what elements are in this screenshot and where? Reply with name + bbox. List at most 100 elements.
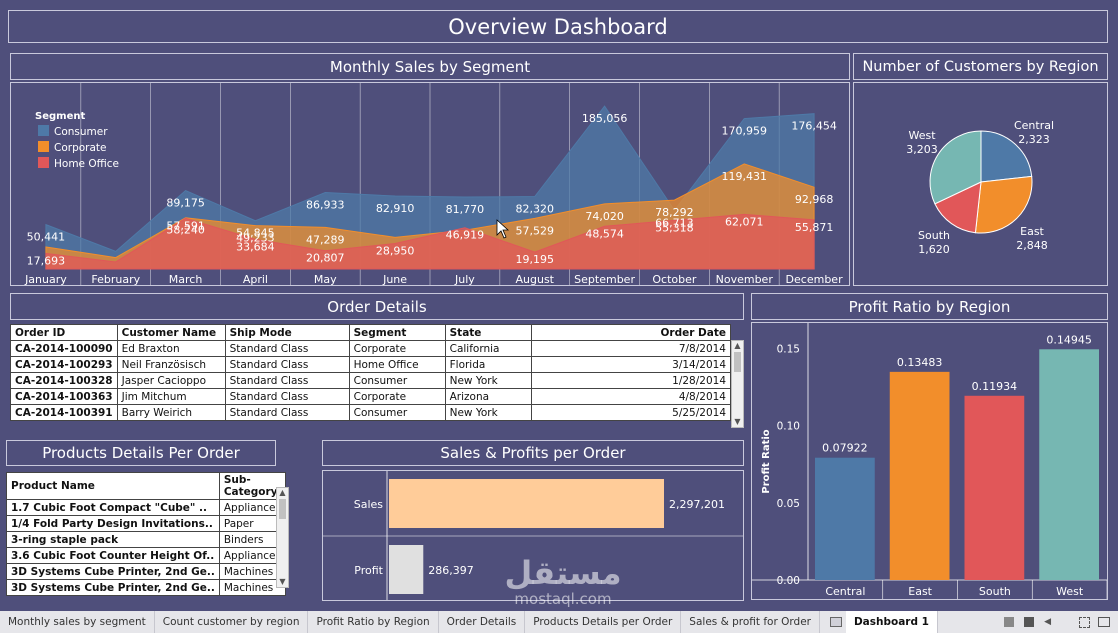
table-cell[interactable]: Neil Französisch bbox=[116, 356, 226, 373]
table-cell[interactable]: Florida bbox=[444, 356, 532, 373]
pie-label-name: South bbox=[918, 229, 950, 242]
single-view-icon[interactable] bbox=[1024, 617, 1035, 627]
table-cell[interactable]: 7/8/2014 bbox=[530, 340, 732, 357]
column-header[interactable]: Product Name bbox=[6, 472, 220, 500]
table-cell[interactable]: 3.6 Cubic Foot Counter Height Of.. bbox=[6, 547, 220, 564]
monthly-sales-chart: 50,441 89,175 54,845 86,933 82,910 81,770 82,3… bbox=[24, 83, 843, 285]
grid-view-icon[interactable] bbox=[1004, 617, 1015, 627]
column-header[interactable]: Segment bbox=[348, 324, 446, 341]
table-cell[interactable]: Binders bbox=[218, 531, 286, 548]
bar-value-label: 0.13483 bbox=[897, 356, 943, 369]
scroll-thumb[interactable] bbox=[734, 352, 741, 372]
column-header[interactable]: Order ID bbox=[10, 324, 118, 341]
area-series-home-office bbox=[45, 213, 815, 270]
table-cell[interactable]: Jasper Cacioppo bbox=[116, 372, 226, 389]
table-cell[interactable]: Corporate bbox=[348, 388, 446, 405]
table-cell[interactable]: 3D Systems Cube Printer, 2nd Ge.. bbox=[6, 579, 220, 596]
data-label: 62,071 bbox=[725, 215, 764, 228]
table-cell[interactable]: Standard Class bbox=[224, 388, 350, 405]
table-cell[interactable]: Consumer bbox=[348, 372, 446, 389]
table-cell[interactable]: Corporate bbox=[348, 340, 446, 357]
table-cell[interactable]: CA-2014-100090 bbox=[10, 340, 118, 357]
fullscreen-icon[interactable] bbox=[1079, 616, 1090, 628]
tab-customer-region[interactable]: Count customer by region bbox=[155, 611, 309, 633]
scroll-thumb[interactable] bbox=[279, 499, 286, 519]
table-row[interactable]: CA-2014-100293 Neil Französisch Standard C… bbox=[10, 356, 732, 373]
table-row[interactable]: CA-2014-100090 Ed Braxton Standard Class Co… bbox=[10, 340, 732, 357]
table-cell[interactable]: Jim Mitchum bbox=[116, 388, 226, 405]
scroll-down-icon[interactable]: ▼ bbox=[734, 417, 741, 426]
table-cell[interactable]: Standard Class bbox=[224, 372, 350, 389]
order-details-table[interactable]: Order ID Customer Name Ship Mode Segment… bbox=[10, 324, 732, 421]
scroll-up-icon[interactable]: ▲ bbox=[734, 341, 741, 350]
column-header[interactable]: Customer Name bbox=[116, 324, 226, 341]
table-cell[interactable]: CA-2014-100293 bbox=[10, 356, 118, 373]
table-cell[interactable]: CA-2014-100363 bbox=[10, 388, 118, 405]
table-row[interactable]: 3D Systems Cube Printer, 2nd Ge.. Machine… bbox=[6, 579, 286, 596]
table-cell[interactable]: Standard Class bbox=[224, 356, 350, 373]
table-cell[interactable]: 1/4 Fold Party Design Invitations.. bbox=[6, 515, 220, 532]
data-label: 54,845 bbox=[236, 227, 275, 240]
bar-value-label: 0.11934 bbox=[972, 380, 1018, 393]
tab-products-details[interactable]: Products Details per Order bbox=[525, 611, 682, 633]
table-row[interactable]: 3.6 Cubic Foot Counter Height Of.. Applia… bbox=[6, 547, 286, 564]
tab-sales-profit[interactable]: Sales & profit for Order bbox=[681, 611, 820, 633]
products-details-table[interactable]: Product Name Sub-Category 1.7 Cubic Foot… bbox=[6, 472, 286, 596]
table-cell[interactable]: CA-2014-100328 bbox=[10, 372, 118, 389]
table-row[interactable]: 1.7 Cubic Foot Compact "Cube" .. Applianc… bbox=[6, 499, 286, 516]
y-tick-label: 0.00 bbox=[777, 575, 800, 587]
tab-profit-ratio[interactable]: Profit Ratio by Region bbox=[308, 611, 439, 633]
presentation-icon[interactable] bbox=[1098, 617, 1110, 627]
column-header[interactable]: Sub-Category bbox=[218, 472, 286, 500]
table-cell[interactable]: Paper bbox=[218, 515, 286, 532]
column-header[interactable]: Order Date bbox=[530, 324, 732, 341]
bar-east bbox=[889, 371, 950, 580]
tab-dashboard[interactable]: Dashboard 1 bbox=[845, 611, 938, 633]
table-cell[interactable]: Machines bbox=[218, 579, 286, 596]
scroll-down-icon[interactable]: ▼ bbox=[279, 577, 286, 586]
table-cell[interactable]: Standard Class bbox=[224, 404, 350, 421]
table-row[interactable]: CA-2014-100363 Jim Mitchum Standard Class C… bbox=[10, 388, 732, 405]
tab-order-details[interactable]: Order Details bbox=[439, 611, 526, 633]
tab-monthly-sales[interactable]: Monthly sales by segment bbox=[0, 611, 155, 633]
table-cell[interactable]: California bbox=[444, 340, 532, 357]
data-label: 49,233 bbox=[236, 232, 275, 245]
table-row[interactable]: 3D Systems Cube Printer, 2nd Ge.. Machine… bbox=[6, 563, 286, 580]
table-cell[interactable]: 3/14/2014 bbox=[530, 356, 732, 373]
table-cell[interactable]: 4/8/2014 bbox=[530, 388, 732, 405]
table-cell[interactable]: 1.7 Cubic Foot Compact "Cube" .. bbox=[6, 499, 220, 516]
table-cell[interactable]: Appliances bbox=[218, 547, 286, 564]
products-table-scrollbar[interactable]: ▲ ▼ bbox=[276, 487, 289, 588]
prev-sheet-icon[interactable]: ◀ bbox=[1044, 617, 1051, 627]
table-cell[interactable]: 5/25/2014 bbox=[530, 404, 732, 421]
table-cell[interactable]: Arizona bbox=[444, 388, 532, 405]
column-header[interactable]: Ship Mode bbox=[224, 324, 350, 341]
data-label: 170,959 bbox=[722, 125, 768, 138]
column-header[interactable]: State bbox=[444, 324, 532, 341]
table-cell[interactable]: CA-2014-100391 bbox=[10, 404, 118, 421]
data-label: 57,529 bbox=[516, 224, 555, 237]
watermark: مستقل mostaql.com bbox=[488, 555, 638, 613]
dashboard-icon bbox=[829, 617, 842, 627]
table-cell[interactable]: 3D Systems Cube Printer, 2nd Ge.. bbox=[6, 563, 220, 580]
table-cell[interactable]: Standard Class bbox=[224, 340, 350, 357]
table-cell[interactable]: Barry Weirich bbox=[116, 404, 226, 421]
scroll-up-icon[interactable]: ▲ bbox=[279, 488, 286, 497]
table-cell[interactable]: Home Office bbox=[348, 356, 446, 373]
monthly-sales-title: Monthly Sales by Segment bbox=[329, 57, 531, 76]
table-cell[interactable]: 1/28/2014 bbox=[530, 372, 732, 389]
table-cell[interactable]: New York bbox=[444, 404, 532, 421]
table-row[interactable]: 3-ring staple pack Binders bbox=[6, 531, 286, 548]
order-table-scrollbar[interactable]: ▲ ▼ bbox=[731, 340, 744, 428]
data-label: 92,968 bbox=[795, 193, 834, 206]
table-row[interactable]: 1/4 Fold Party Design Invitations.. Paper bbox=[6, 515, 286, 532]
table-cell[interactable]: 3-ring staple pack bbox=[6, 531, 220, 548]
table-cell[interactable]: Machines bbox=[218, 563, 286, 580]
table-cell[interactable]: Consumer bbox=[348, 404, 446, 421]
table-cell[interactable]: New York bbox=[444, 372, 532, 389]
table-cell[interactable]: Ed Braxton bbox=[116, 340, 226, 357]
x-tick-label: East bbox=[908, 585, 932, 598]
table-row[interactable]: CA-2014-100391 Barry Weirich Standard Clas… bbox=[10, 404, 732, 421]
bar-sales bbox=[389, 479, 664, 528]
table-row[interactable]: CA-2014-100328 Jasper Cacioppo Standard Cl… bbox=[10, 372, 732, 389]
